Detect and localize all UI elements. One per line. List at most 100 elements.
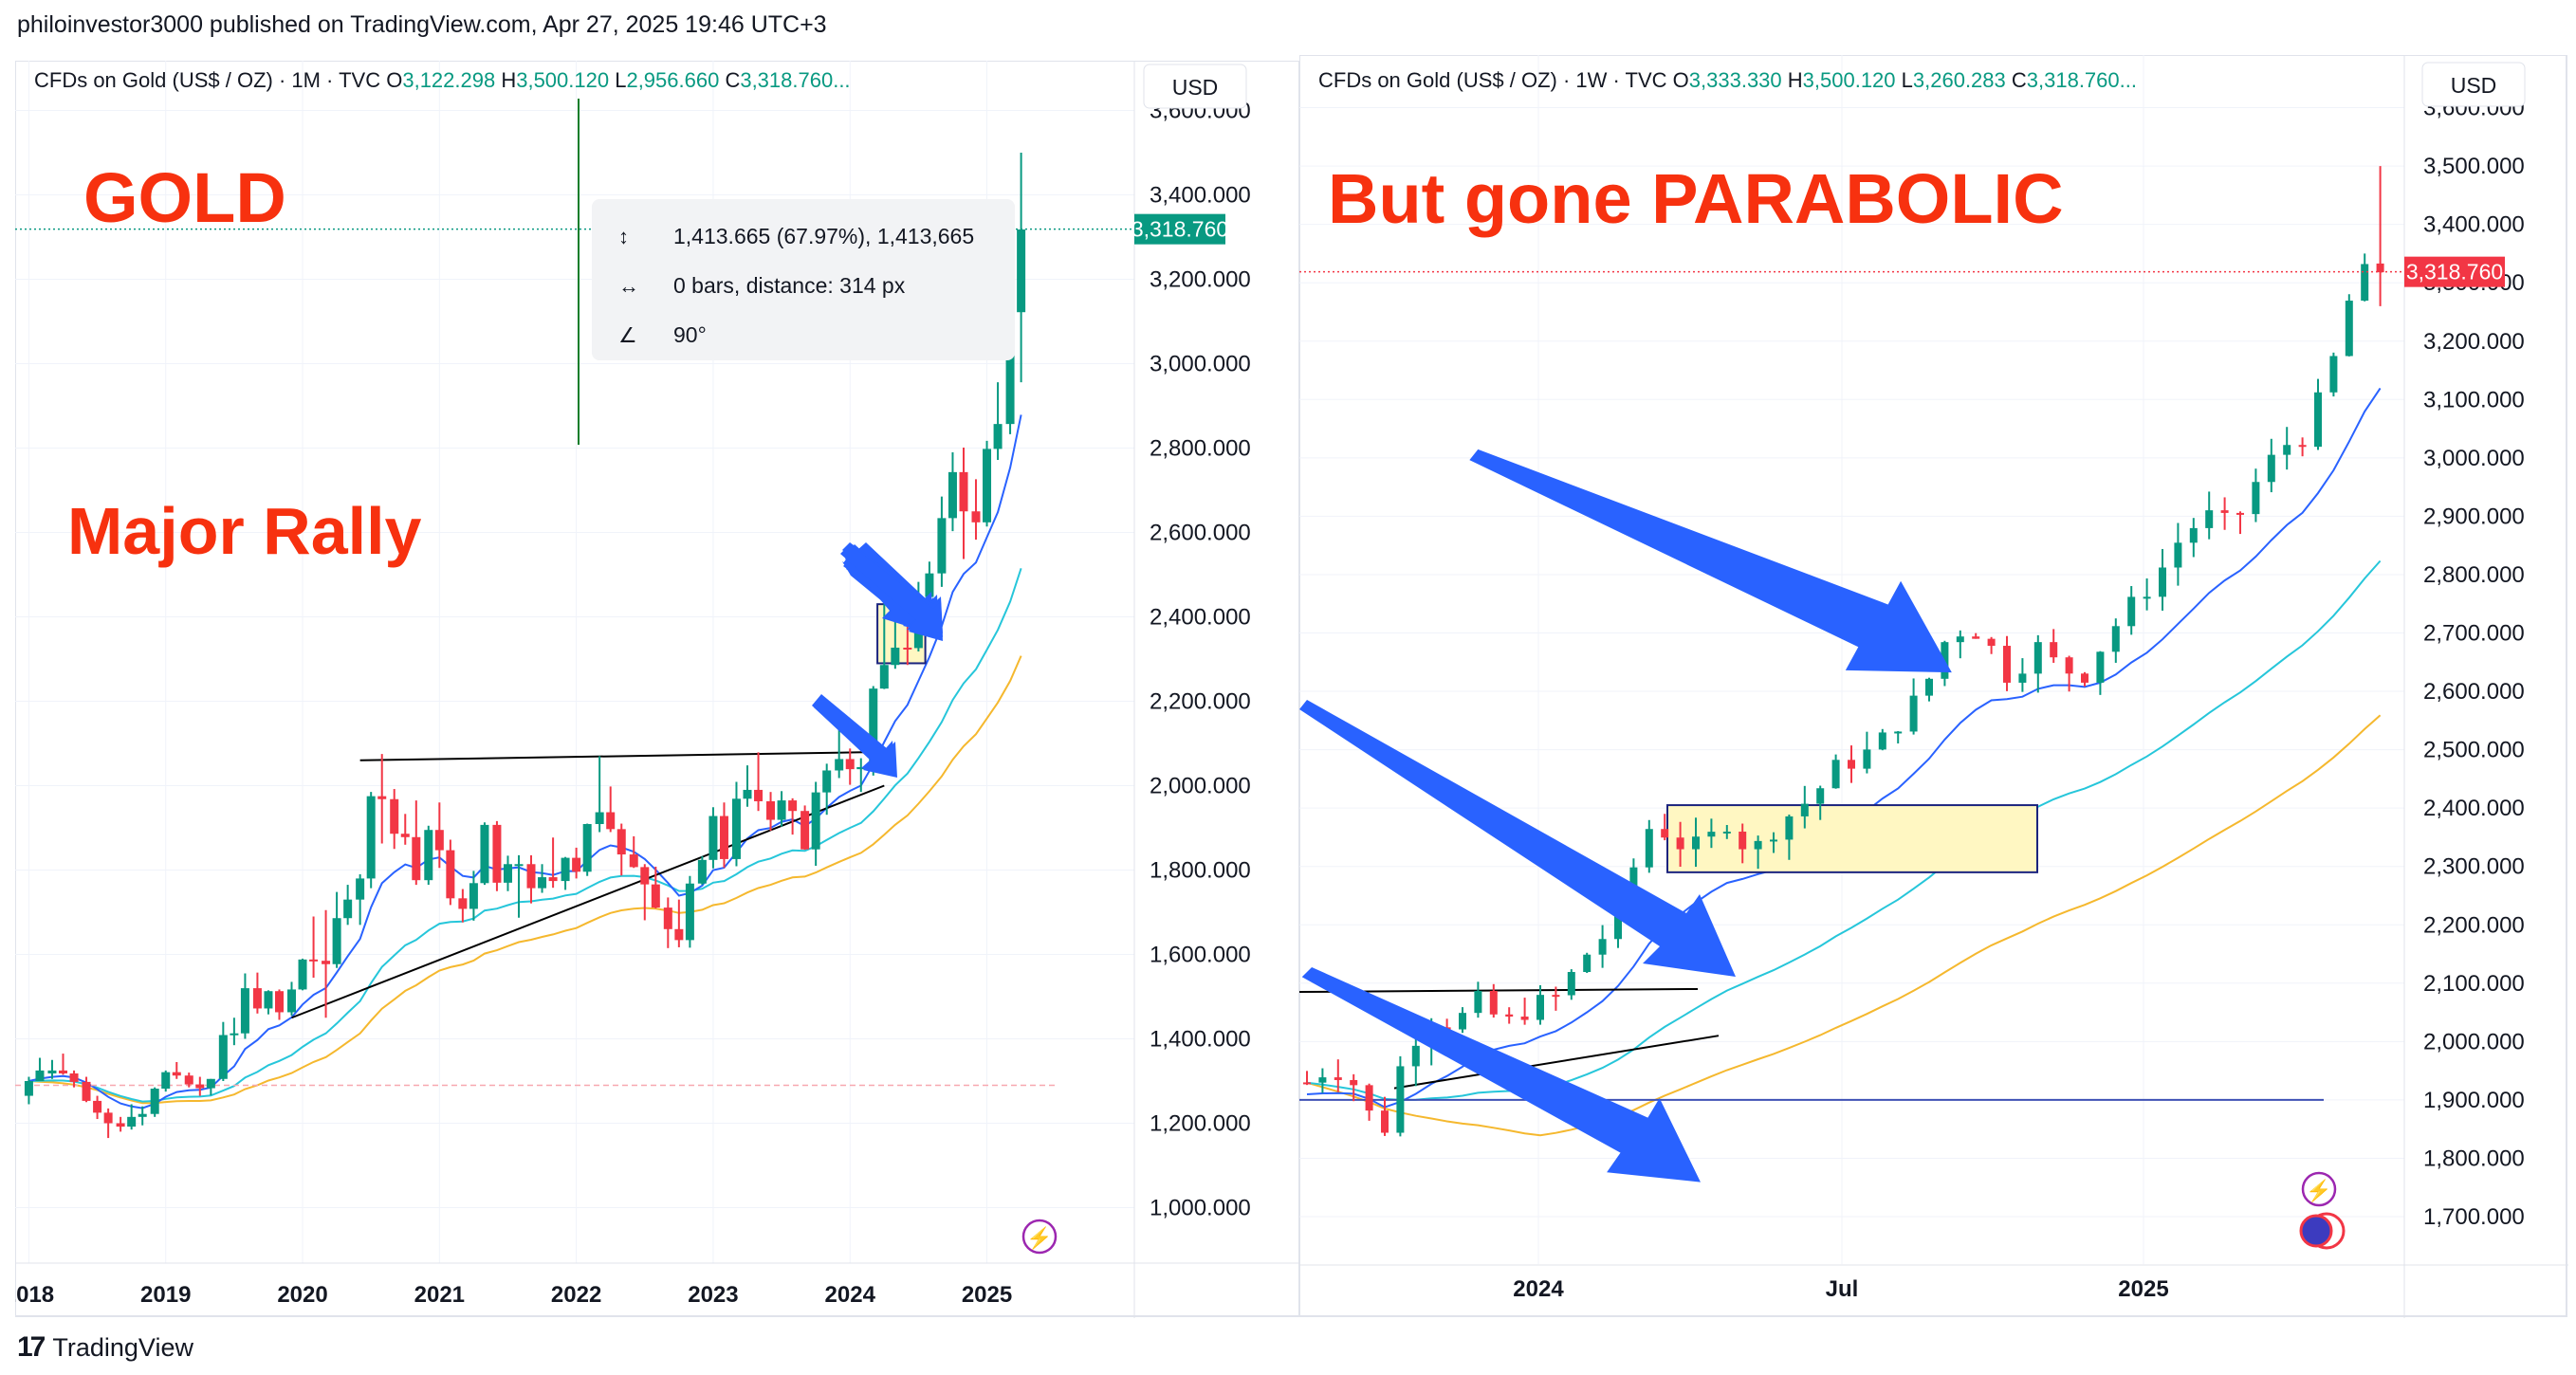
x-tick-label: 2023 — [688, 1282, 738, 1308]
candle-body — [1770, 839, 1777, 842]
y-tick-label: 3,000.000 — [2423, 446, 2525, 471]
candle-body — [925, 573, 934, 597]
candle-body — [1365, 1085, 1373, 1111]
candle-body — [274, 991, 284, 1013]
measure-text: 0 bars, distance: 314 px — [673, 273, 906, 298]
candle-body — [811, 792, 820, 850]
candle-body — [24, 1081, 33, 1096]
candle-body — [116, 1123, 125, 1128]
x-tick-label: Jul — [1826, 1276, 1859, 1302]
candle-body — [2189, 527, 2198, 543]
ohlc-part: O — [1673, 68, 1689, 92]
candle-body — [424, 830, 433, 881]
candle-body — [2127, 596, 2136, 627]
candle-body — [1583, 954, 1592, 973]
candle-body — [218, 1035, 228, 1079]
us-flag-icon — [2299, 1214, 2333, 1248]
y-tick-label: 3,100.000 — [2423, 387, 2525, 412]
candle-body — [766, 800, 776, 820]
annotation-parabolic: But gone PARABOLIC — [1328, 159, 2064, 238]
publisher-line: philoinvestor3000 published on TradingVi… — [17, 11, 827, 38]
candle-body — [35, 1070, 45, 1081]
candle-body — [651, 884, 660, 908]
candle-body — [606, 812, 616, 830]
ohlc-part: L — [1902, 68, 1913, 92]
y-tick-label: 3,400.000 — [2423, 212, 2525, 238]
resistance-trendline — [359, 750, 885, 761]
lightning-glyph: ⚡ — [1026, 1226, 1052, 1251]
candle-body — [1489, 990, 1498, 1015]
tradingview-logo[interactable]: 17 TradingView — [17, 1331, 193, 1364]
candle-body — [1956, 636, 1964, 643]
weekly-gold-chart[interactable]: 1,700.000 1,800.000 1,900.000 2,000.000 2,10… — [1299, 55, 2570, 1320]
candle-body — [869, 688, 878, 767]
candle-body — [172, 1072, 181, 1076]
ohlc-part: L — [615, 68, 626, 92]
candle-body — [1005, 312, 1015, 425]
candle-body — [2267, 454, 2275, 483]
candle-body — [2111, 626, 2120, 652]
measure-tooltip-bg — [592, 199, 1015, 360]
ohlc-part: 3,318.760... — [740, 68, 850, 92]
y-tick-label: 2,000.000 — [1150, 774, 1251, 799]
candle-body — [412, 836, 421, 881]
last-price-badge — [2404, 256, 2505, 287]
y-tick-label: 2,800.000 — [1150, 436, 1251, 462]
candle-body — [2143, 596, 2151, 599]
candle-body — [2159, 567, 2166, 597]
candle-body — [252, 988, 262, 1009]
candle-body — [195, 1084, 205, 1089]
candle-body — [697, 859, 707, 884]
monthly-gold-chart[interactable]: 1,000.000 1,200.000 1,400.000 1,600.000 1,80… — [15, 61, 1315, 1318]
candle-body — [1459, 1013, 1466, 1030]
event-lightning-icon — [1021, 1219, 1058, 1255]
candle-body — [514, 864, 524, 867]
candle-body — [161, 1072, 171, 1090]
lightning-glyph: ⚡ — [2306, 1179, 2331, 1203]
y-tick-label: 1,900.000 — [2423, 1088, 2525, 1113]
candle-body — [1816, 788, 1825, 804]
candle-body — [2081, 673, 2088, 683]
candle-body — [685, 883, 694, 941]
candle-body — [1754, 840, 1762, 850]
ohlc-part: H — [501, 68, 516, 92]
y-tick-label: 1,700.000 — [2423, 1204, 2525, 1230]
measure-text: 90° — [673, 322, 707, 347]
y-tick-label: 2,200.000 — [2423, 912, 2525, 938]
candle-body — [548, 877, 558, 882]
upper-big-arrow — [1469, 449, 1952, 673]
candle-body — [356, 878, 365, 900]
candle-body — [1303, 1082, 1311, 1085]
candle-body — [1785, 816, 1794, 840]
candle-body — [138, 1113, 147, 1117]
ohlc-part: H — [1788, 68, 1803, 92]
candle-body — [663, 908, 672, 929]
y-tick-label: 2,400.000 — [2423, 796, 2525, 821]
candle-body — [1831, 760, 1840, 789]
candle-body — [1722, 831, 1731, 834]
candle-body — [719, 816, 728, 859]
candle-body — [561, 857, 570, 882]
candle-body — [2298, 445, 2307, 448]
candle-body — [800, 811, 810, 850]
ohlc-part: O — [386, 68, 402, 92]
candle-body — [2050, 642, 2058, 658]
candle-body — [343, 899, 353, 919]
candle-body — [127, 1116, 137, 1128]
candle-body — [1396, 1066, 1405, 1133]
candle-body — [1925, 678, 1933, 696]
candle-body — [971, 511, 981, 522]
y-tick-label: 1,400.000 — [1150, 1027, 1251, 1053]
y-tick-label: 2,900.000 — [2423, 504, 2525, 529]
currency-button — [2421, 62, 2526, 107]
candle-body — [595, 812, 604, 824]
measure-icon: ↕ — [618, 225, 629, 248]
candle-body — [538, 877, 547, 889]
candle-body — [2174, 542, 2182, 568]
candle-body — [788, 800, 798, 812]
support-line — [1393, 1035, 1720, 1090]
candle-body — [1707, 832, 1716, 837]
ohlc-part: 3,122.298 — [402, 68, 501, 92]
candle-body — [2376, 263, 2384, 273]
x-tick-label: 2025 — [2118, 1276, 2168, 1302]
